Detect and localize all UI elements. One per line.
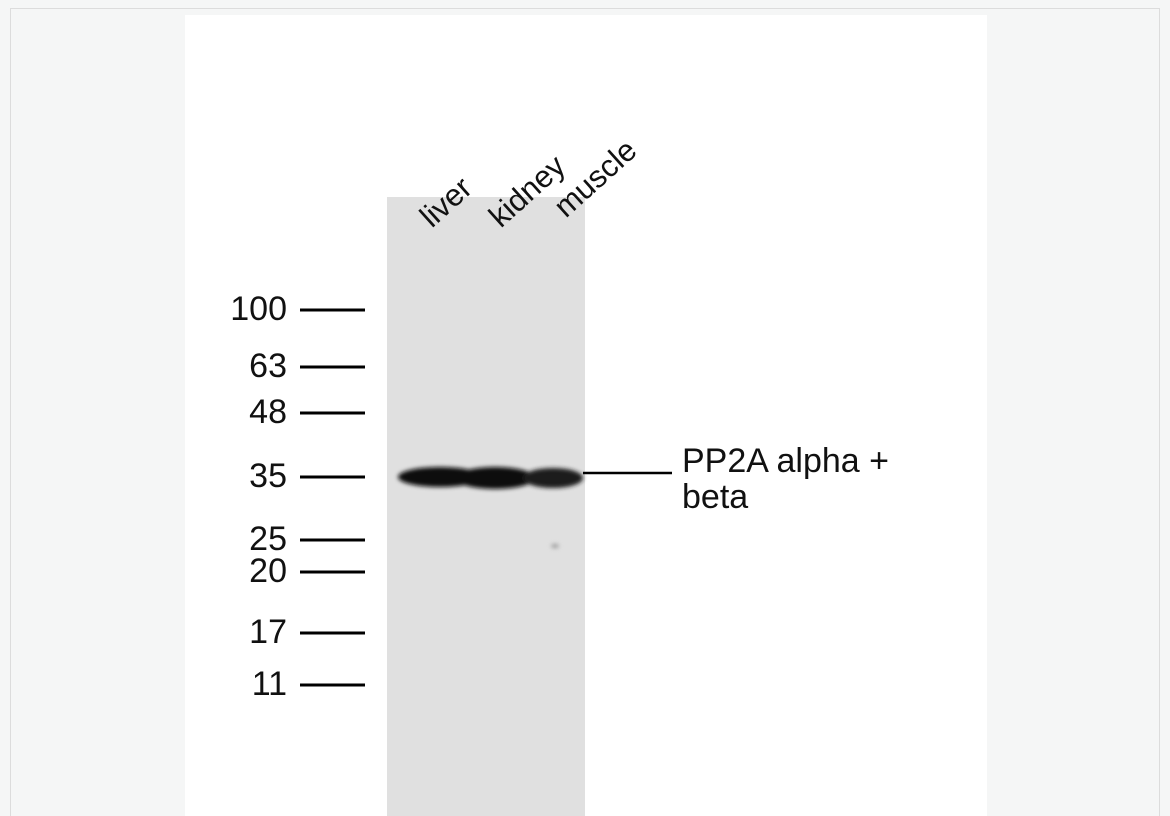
marker-lines — [300, 310, 365, 685]
band-label: PP2A alpha + beta — [682, 443, 957, 515]
band-lane — [523, 468, 583, 488]
page: PP2A alpha + beta (() => { const data = … — [0, 0, 1170, 816]
marker-label: 17 — [167, 614, 287, 650]
marker-label: 63 — [167, 348, 287, 384]
marker-label: 20 — [167, 553, 287, 589]
gel — [387, 197, 585, 816]
marker-label: 48 — [167, 394, 287, 430]
faint-spot — [551, 544, 559, 548]
marker-label: 100 — [167, 291, 287, 327]
marker-label: 11 — [167, 666, 287, 702]
marker-label: 35 — [167, 458, 287, 494]
